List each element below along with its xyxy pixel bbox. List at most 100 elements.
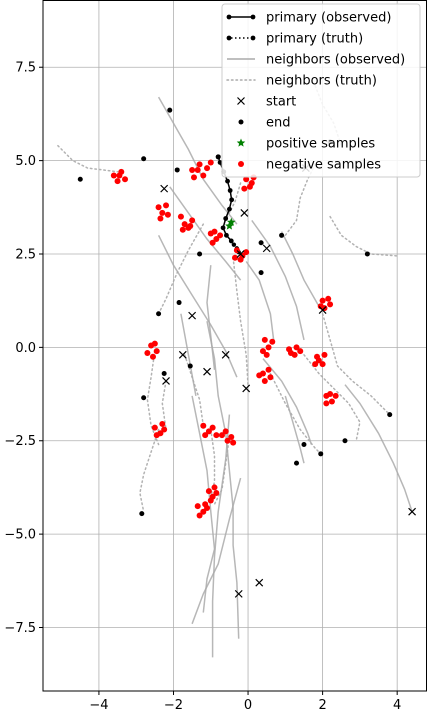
negative-sample-point [209, 424, 216, 431]
negative-sample-point [217, 232, 224, 239]
negative-sample-point [211, 228, 218, 235]
negative-sample-point [222, 428, 229, 435]
negative-sample-point [241, 185, 248, 192]
x-tick-label: 4 [393, 698, 401, 713]
negative-sample-point [218, 432, 225, 439]
neighbor-observed-line [191, 477, 242, 625]
start-markers-layer [160, 164, 417, 598]
start-marker [408, 507, 417, 516]
end-marker [141, 395, 147, 401]
legend-label: neighbors (observed) [266, 53, 405, 68]
primary-truth-legend-point [226, 35, 232, 41]
end-marker [141, 156, 147, 162]
neighbor-truth-line [303, 354, 361, 442]
y-tick-label: 0.0 [15, 341, 36, 356]
end-marker [161, 371, 167, 377]
start-marker [188, 311, 197, 320]
negative-sample-point [230, 439, 237, 446]
y-tick-label: 7.5 [15, 61, 36, 76]
negative-sample-point [315, 357, 322, 364]
negative-sample-point [110, 172, 117, 179]
negative-sample-point [200, 508, 207, 515]
start-marker [203, 367, 211, 376]
negative-sample-point [122, 176, 129, 183]
negative-sample-point [190, 174, 197, 181]
neighbor-observed-line [169, 186, 242, 281]
start-marker [240, 208, 249, 217]
negative-sample-point [177, 213, 184, 220]
neighbor-observed-line [157, 96, 238, 225]
start-marker [242, 384, 251, 393]
neighbor-truth-line [321, 313, 391, 416]
start-legend-handle [237, 97, 245, 105]
negative-sample-point [261, 336, 268, 343]
end-marker [174, 167, 180, 173]
end-marker [197, 251, 203, 257]
neighbor-observed-line [262, 358, 313, 445]
negative-sample-point [319, 361, 326, 368]
negative-sample-point [213, 432, 220, 439]
negative-sample-point [205, 488, 212, 495]
negative-sample-point [187, 222, 194, 229]
y-tick-label: 5.0 [15, 154, 36, 169]
negative-sample-point [327, 391, 334, 398]
negative-sample-point [151, 424, 158, 431]
start-marker [162, 377, 170, 385]
primary-observed-point [229, 197, 235, 203]
negative-sample-point [269, 338, 276, 345]
neighbor-truth-line [57, 144, 119, 173]
negative-sample-point [319, 297, 326, 304]
neighbor-truth-line [269, 372, 324, 457]
negative-sample-point [194, 166, 201, 173]
x-axis-ticks: −4 −2 0 2 4 [89, 691, 401, 713]
y-tick-label: −2.5 [4, 434, 36, 449]
x-tick-label: −2 [164, 698, 183, 713]
start-marker [262, 244, 271, 253]
negative-sample-point [267, 374, 274, 381]
negative-samples-layer [110, 159, 339, 519]
negative-sample-point [312, 361, 319, 368]
negative-sample-point [144, 349, 151, 356]
negative-sample-point [205, 428, 212, 435]
neighbor-observed-line [251, 219, 305, 341]
legend-box [221, 3, 421, 178]
end-marker [176, 300, 182, 306]
primary-observed-point [223, 216, 229, 221]
primary-truth-point [229, 238, 234, 244]
negative-sample-point [325, 295, 332, 302]
negative-sample-point [161, 426, 168, 433]
negative-sample-point [114, 178, 121, 185]
y-axis-ticks: 7.5 5.0 2.5 0.0 −2.5 −5.0 −7.5 [4, 61, 43, 636]
neighbor-observed-line [206, 321, 240, 639]
negative-sample-point [202, 432, 209, 439]
end-marker [364, 251, 370, 257]
end-marker [258, 240, 264, 246]
end-marker [77, 176, 83, 182]
positive-samples-layer [225, 217, 236, 230]
neighbor-truth-line [226, 182, 242, 218]
neighbor-observed-line [280, 231, 320, 307]
primary-observed-legend-point [250, 14, 256, 20]
negative-sample-point [194, 503, 201, 510]
primary-observed-point [220, 225, 226, 231]
negative-sample-point [153, 432, 160, 439]
primary-observed-point [227, 206, 232, 212]
neighbor-observed-line [157, 234, 238, 378]
neighbor-observed-line [191, 395, 216, 613]
negative-sample-point [164, 211, 171, 218]
neighbor-observed-line [211, 414, 231, 658]
negative-sample-point [321, 351, 328, 358]
neighbor-truth-line [183, 354, 205, 427]
negative-sample-point [200, 172, 207, 179]
negative-sample-point [228, 434, 235, 441]
legend-label: neighbors (truth) [266, 74, 377, 89]
negative-sample-point [189, 166, 196, 173]
primary-observed-point [224, 232, 229, 238]
end-marker [187, 363, 193, 369]
neighbor-observed-line [245, 261, 275, 344]
negative-sample-point [163, 202, 170, 209]
negative-sample-point [157, 215, 164, 222]
positive-samples-legend-handle [236, 138, 246, 147]
primary-observed-point [217, 160, 223, 165]
